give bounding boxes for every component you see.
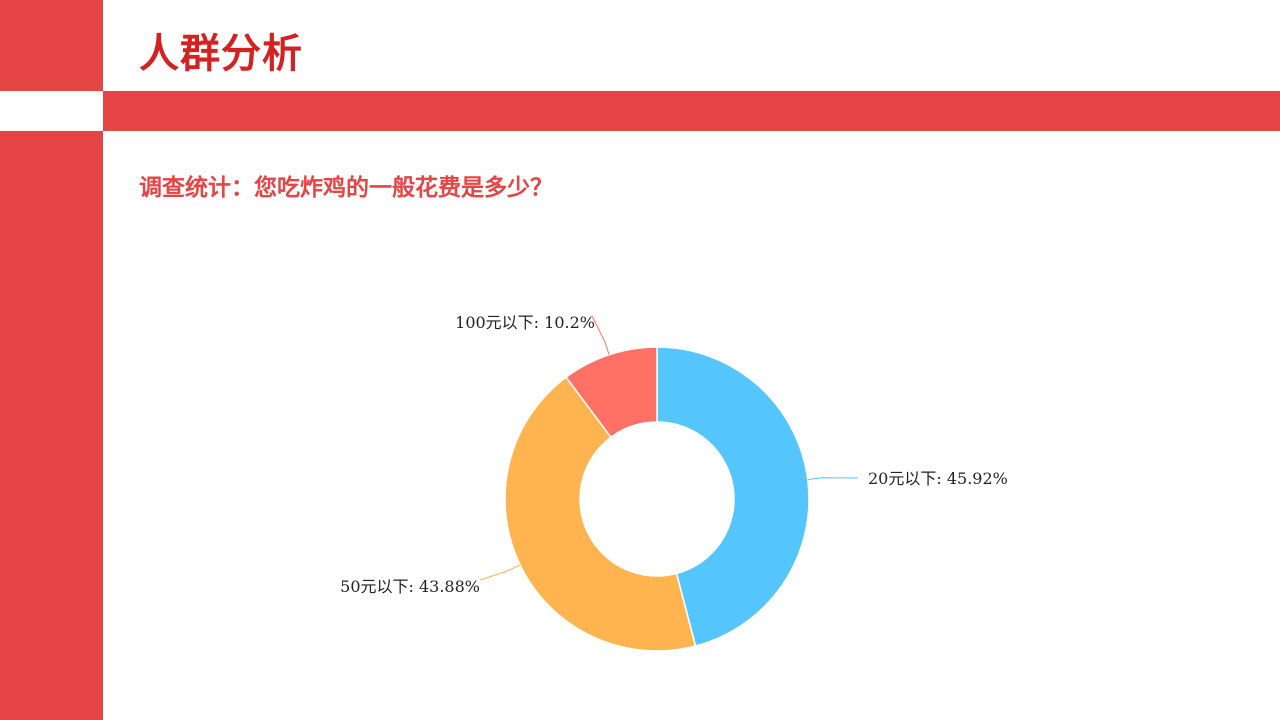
donut-slice-3: [565, 346, 658, 439]
donut-leader-line-3: [591, 315, 610, 355]
donut-leader-line-1: [807, 477, 859, 481]
donut-slice-label-3: 100元以下: 10.2%: [455, 313, 595, 332]
left-accent-bar-bottom: [0, 131, 103, 720]
left-accent-bar-top: [0, 0, 103, 91]
survey-question: 调查统计：您吃炸鸡的一般花费是多少？: [139, 175, 553, 201]
header-accent-band: [103, 91, 1280, 131]
donut-slice-label-2: 50元以下: 43.88%: [340, 577, 480, 596]
donut-leader-line-2: [479, 564, 521, 581]
page-title: 人群分析: [139, 31, 303, 77]
donut-slice-label-1: 20元以下: 45.92%: [868, 469, 1008, 488]
donut-slice-2: [504, 376, 697, 652]
donut-slice-1: [656, 346, 810, 647]
